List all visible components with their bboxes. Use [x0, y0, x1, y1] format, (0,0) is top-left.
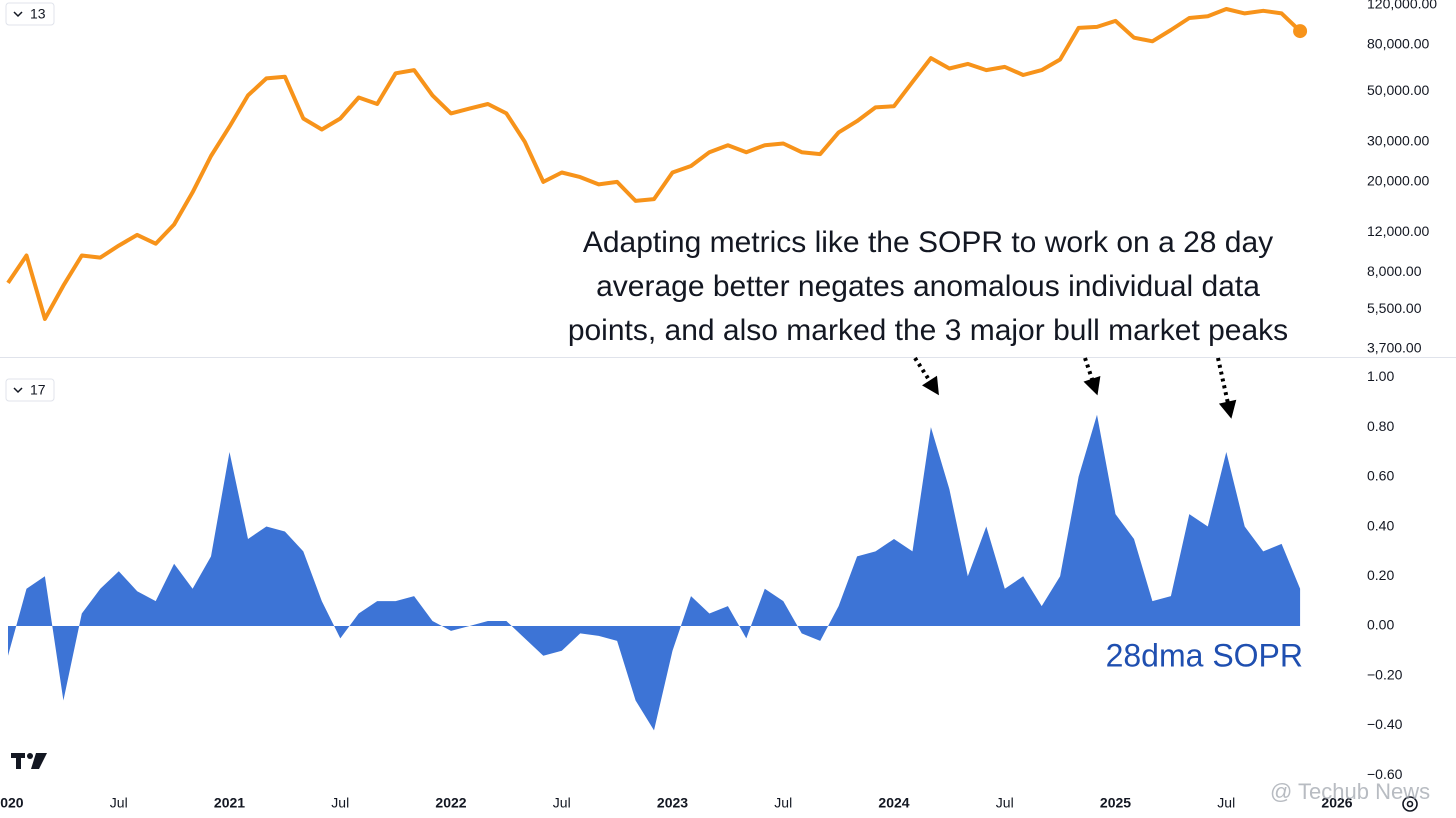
x-tick-label: Jul [110, 795, 128, 811]
pane-badge[interactable] [5, 378, 55, 402]
y-tick-label: −0.20 [1367, 666, 1403, 682]
sopr-area [8, 414, 1301, 731]
y-tick-label: 5,500.00 [1367, 300, 1422, 316]
x-tick-label: Jul [1217, 795, 1235, 811]
x-tick-label: 2021 [214, 795, 245, 811]
x-tick-label: 2022 [435, 795, 466, 811]
y-tick-label: −0.40 [1367, 716, 1403, 732]
arrow-head [1083, 376, 1101, 396]
y-tick-label: 50,000.00 [1367, 82, 1429, 98]
y-tick-label: 30,000.00 [1367, 133, 1429, 149]
arrow-head [922, 375, 939, 396]
x-tick-label: 2023 [657, 795, 688, 811]
y-tick-label: 0.60 [1367, 468, 1394, 484]
series-label: 28dma SOPR [1106, 637, 1303, 673]
y-tick-label: 0.20 [1367, 567, 1394, 583]
annotation: average better negates anomalous individ… [596, 270, 1260, 303]
y-tick-label: 12,000.00 [1367, 223, 1429, 239]
chevron [13, 387, 23, 394]
y-tick-label: 8,000.00 [1367, 263, 1422, 279]
x-tick-label: 2024 [878, 795, 909, 811]
arrow-head [1218, 399, 1237, 419]
arrow-shaft [1216, 357, 1231, 409]
y-tick-label: −0.60 [1367, 766, 1403, 782]
pane-badge-label: 17 [30, 382, 46, 398]
arrow-shaft [913, 356, 935, 388]
y-tick-label: 3,700.00 [1367, 339, 1422, 355]
y-tick-label: 0.40 [1367, 517, 1394, 533]
chevron [13, 11, 23, 18]
x-tick-label: 2026 [1321, 795, 1352, 811]
pane-badge[interactable] [5, 2, 55, 26]
x-tick-label: Jul [331, 795, 349, 811]
y-tick-label: 80,000.00 [1367, 36, 1429, 52]
watermark: @ Techub News [1270, 779, 1430, 804]
pane-badge-label: 13 [30, 6, 46, 22]
annotation-bg [515, 222, 1340, 354]
x-tick-label: Jul [774, 795, 792, 811]
y-tick-label: 20,000.00 [1367, 173, 1429, 189]
last-point [1293, 24, 1308, 39]
y-tick-label: 0.00 [1367, 617, 1394, 633]
annotation: points, and also marked the 3 major bull… [568, 314, 1288, 347]
settings-icon[interactable] [1402, 796, 1418, 812]
y-tick-label: 1.00 [1367, 368, 1394, 384]
price-line [6, 7, 1302, 321]
y-tick-label: 120,000.00 [1367, 0, 1437, 12]
x-tick-label: 2025 [1100, 795, 1131, 811]
annotation: Adapting metrics like the SOPR to work o… [583, 226, 1273, 259]
x-tick-label: Jul [996, 795, 1014, 811]
y-tick-label: 0.80 [1367, 418, 1394, 434]
tv-logo [11, 753, 47, 769]
x-tick-label: 2020 [0, 795, 24, 811]
x-tick-label: Jul [553, 795, 571, 811]
